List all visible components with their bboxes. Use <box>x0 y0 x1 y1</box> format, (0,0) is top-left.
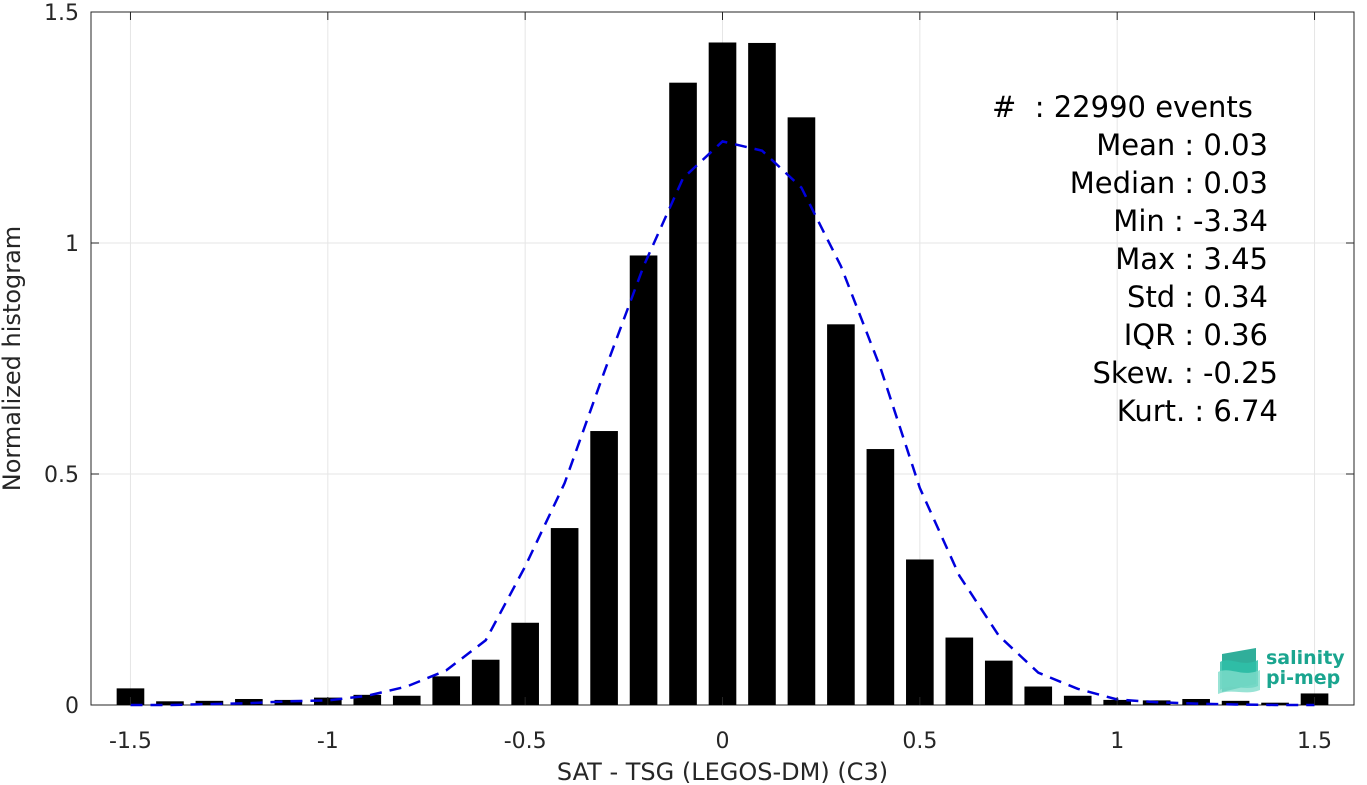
histogram-bar <box>1063 695 1092 705</box>
stat-std: Std : 0.34 <box>1127 280 1268 314</box>
stats-box: # : 22990 events Mean : 0.03 Median : 0.… <box>960 88 1290 430</box>
histogram-bar <box>590 431 618 705</box>
histogram-bar <box>748 42 776 706</box>
x-tick-label: 0.5 <box>902 729 937 754</box>
stat-min: Min : -3.34 <box>1113 204 1268 238</box>
stat-skew: Skew. : -0.25 <box>1092 356 1278 390</box>
x-tick-label: -1.5 <box>109 729 152 754</box>
histogram-bar <box>471 659 500 705</box>
histogram-bar <box>984 660 1013 705</box>
logo-line-1: salinity <box>1266 647 1345 669</box>
salinity-pi-mep-logo: salinity pi-mep <box>1216 644 1346 696</box>
histogram-bar <box>827 324 855 705</box>
x-tick-label: 1.5 <box>1297 729 1332 754</box>
wave-logo-icon <box>1218 648 1260 694</box>
logo-line-2: pi-mep <box>1266 667 1341 689</box>
histogram-bar <box>432 676 461 705</box>
histogram-bar <box>866 449 895 705</box>
y-tick-label: 0 <box>65 694 79 719</box>
x-tick-label: -1 <box>317 729 339 754</box>
y-tick-label: 0.5 <box>44 463 79 488</box>
stat-max: Max : 3.45 <box>1115 242 1268 276</box>
histogram-bar <box>156 701 184 705</box>
histogram-bar <box>669 82 697 706</box>
histogram-bar <box>235 698 263 705</box>
histogram-bar <box>274 699 303 705</box>
y-axis-title: Normalized histogram <box>0 226 26 491</box>
stat-mean: Mean : 0.03 <box>1096 128 1268 162</box>
x-tick-label: -0.5 <box>504 729 547 754</box>
histogram-bar <box>708 42 737 705</box>
x-tick-label: 1 <box>1110 729 1124 754</box>
bars <box>116 42 1329 706</box>
histogram-bar <box>1221 700 1250 705</box>
stat-events: # : 22990 events <box>992 90 1253 124</box>
stat-median: Median : 0.03 <box>1069 166 1268 200</box>
x-axis-title: SAT - TSG (LEGOS-DM) (C3) <box>557 758 888 785</box>
x-tick-label: 0 <box>716 729 730 754</box>
histogram-bar <box>629 255 658 705</box>
histogram-bar <box>906 559 934 705</box>
histogram-bar <box>195 700 224 705</box>
histogram-bar <box>353 694 382 705</box>
histogram-bar <box>1024 686 1053 705</box>
y-tick-label: 1 <box>65 232 79 257</box>
histogram-bar <box>1182 698 1210 705</box>
axis-ticks: -1.5 -1 -0.5 0 0.5 1 1.5 0 0.5 1 1.5 <box>44 1 1354 754</box>
stat-iqr: IQR : 0.36 <box>1123 318 1268 352</box>
histogram-bar <box>116 688 145 705</box>
histogram-bar <box>550 528 579 705</box>
y-tick-label: 1.5 <box>44 1 79 26</box>
histogram-bar <box>787 117 816 705</box>
stat-kurt: Kurt. : 6.74 <box>1116 394 1278 428</box>
histogram-bar <box>511 622 539 705</box>
histogram-bar <box>392 695 421 705</box>
histogram-bar <box>945 637 974 705</box>
